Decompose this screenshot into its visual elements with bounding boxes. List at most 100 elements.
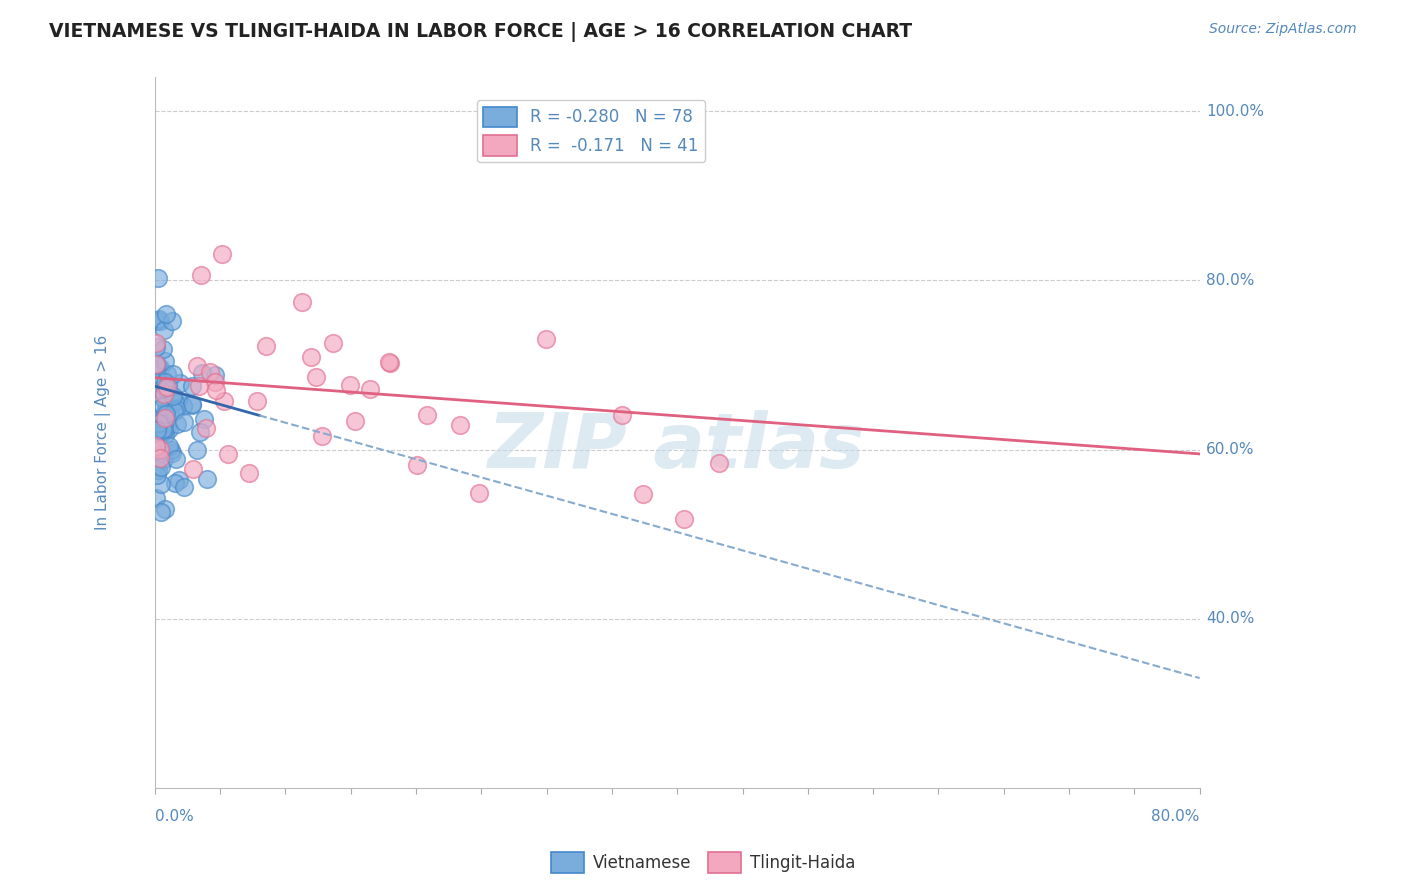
Point <box>610 408 633 422</box>
Point <box>146 463 169 477</box>
Point <box>631 487 654 501</box>
Point <box>150 446 173 460</box>
Point <box>153 427 176 442</box>
Point <box>153 381 176 395</box>
Point <box>155 375 177 389</box>
Point <box>148 311 170 326</box>
Point <box>146 357 169 371</box>
Point <box>145 458 167 473</box>
Legend: R = -0.280   N = 78, R =  -0.171   N = 41: R = -0.280 N = 78, R = -0.171 N = 41 <box>477 100 704 162</box>
Point <box>169 376 191 391</box>
Point <box>149 505 172 519</box>
Point <box>156 380 179 394</box>
Point <box>416 408 439 422</box>
Point <box>150 409 173 424</box>
Point <box>172 399 194 413</box>
Point <box>339 377 361 392</box>
Point <box>153 404 176 418</box>
Point <box>536 332 558 346</box>
Point <box>146 467 169 482</box>
Point <box>181 379 204 393</box>
Point <box>155 411 177 425</box>
Point <box>191 366 214 380</box>
Point <box>468 485 491 500</box>
Point <box>150 390 173 404</box>
Point <box>173 415 195 429</box>
Point <box>449 417 471 432</box>
Text: 60.0%: 60.0% <box>1206 442 1254 458</box>
Point <box>165 402 187 417</box>
Point <box>186 443 208 458</box>
Point <box>145 425 167 440</box>
Text: 0.0%: 0.0% <box>155 809 194 824</box>
Point <box>153 502 176 516</box>
Text: 80.0%: 80.0% <box>1152 809 1199 824</box>
Point <box>149 442 172 456</box>
Point <box>152 399 174 413</box>
Point <box>186 359 208 373</box>
Point <box>359 382 381 396</box>
Text: VIETNAMESE VS TLINGIT-HAIDA IN LABOR FORCE | AGE > 16 CORRELATION CHART: VIETNAMESE VS TLINGIT-HAIDA IN LABOR FOR… <box>49 22 912 42</box>
Point <box>153 323 176 337</box>
Point <box>155 396 177 410</box>
Point <box>157 440 180 454</box>
Point <box>188 378 211 392</box>
Point <box>149 428 172 442</box>
Point <box>145 340 167 354</box>
Point <box>159 442 181 457</box>
Point <box>162 367 184 381</box>
Point <box>217 446 239 460</box>
Point <box>156 419 179 434</box>
Point <box>195 472 218 486</box>
Point <box>166 417 188 432</box>
Point <box>406 458 429 472</box>
Point <box>152 342 174 356</box>
Point <box>152 421 174 435</box>
Point <box>160 314 183 328</box>
Point <box>672 512 695 526</box>
Point <box>166 392 188 407</box>
Point <box>322 335 344 350</box>
Point <box>149 361 172 376</box>
Point <box>150 424 173 438</box>
Point <box>194 421 217 435</box>
Text: Source: ZipAtlas.com: Source: ZipAtlas.com <box>1209 22 1357 37</box>
Point <box>156 368 179 382</box>
Point <box>204 368 226 382</box>
Point <box>150 460 173 475</box>
Point <box>148 416 170 430</box>
Point <box>162 389 184 403</box>
Point <box>145 358 167 372</box>
Point <box>153 417 176 432</box>
Point <box>153 417 176 431</box>
Point <box>149 451 172 466</box>
Text: 40.0%: 40.0% <box>1206 611 1254 626</box>
Point <box>200 366 222 380</box>
Point <box>149 382 172 396</box>
Legend: Vietnamese, Tlingit-Haida: Vietnamese, Tlingit-Haida <box>544 846 862 880</box>
Point <box>155 404 177 418</box>
Point <box>707 456 730 470</box>
Point <box>163 403 186 417</box>
Point <box>163 476 186 491</box>
Point <box>149 314 172 328</box>
Point <box>380 356 402 370</box>
Point <box>211 247 233 261</box>
Point <box>165 451 187 466</box>
Point <box>145 336 167 351</box>
Point <box>145 491 167 505</box>
Text: 80.0%: 80.0% <box>1206 273 1254 288</box>
Point <box>162 391 184 405</box>
Point <box>155 354 177 368</box>
Point <box>148 271 170 285</box>
Point <box>311 429 333 443</box>
Point <box>188 425 211 439</box>
Point <box>145 440 167 454</box>
Point <box>153 451 176 466</box>
Point <box>157 378 180 392</box>
Point <box>299 350 322 364</box>
Text: In Labor Force | Age > 16: In Labor Force | Age > 16 <box>94 335 111 531</box>
Point <box>152 424 174 438</box>
Point <box>150 417 173 432</box>
Point <box>155 307 177 321</box>
